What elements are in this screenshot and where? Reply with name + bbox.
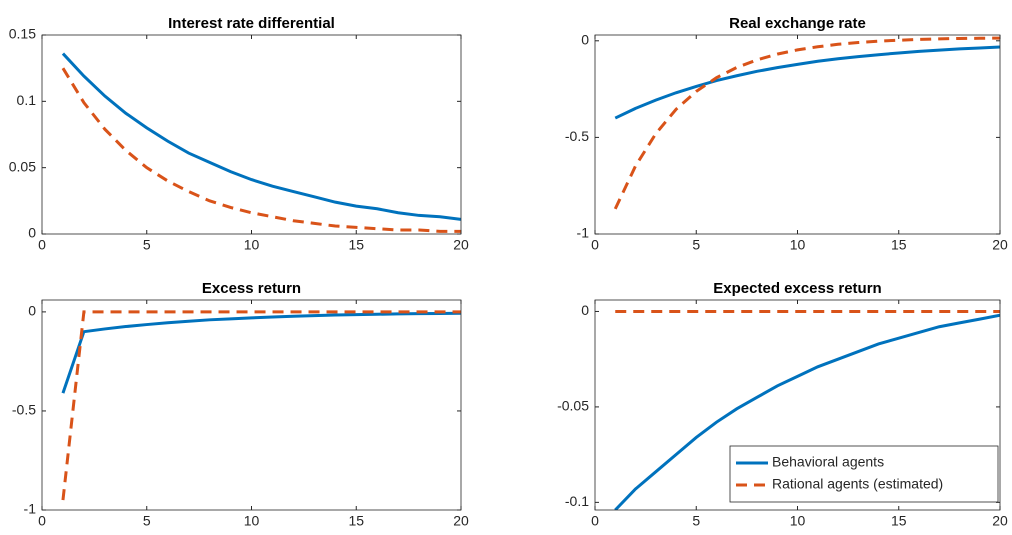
y-tick-label: 0 [581, 302, 589, 318]
y-tick-label: 0.15 [9, 26, 36, 42]
x-tick-label: 15 [891, 237, 907, 253]
series-line [614, 45, 1000, 120]
x-tick-label: 20 [453, 237, 469, 253]
axes-box [41, 34, 462, 235]
x-tick-label: 20 [453, 513, 469, 529]
x-tick-label: 0 [38, 513, 46, 529]
y-tick-label: 0.05 [9, 158, 36, 174]
chart-title: Real exchange rate [729, 15, 866, 32]
x-tick-label: 5 [692, 513, 700, 529]
x-tick-label: 5 [143, 513, 151, 529]
x-tick-label: 5 [143, 237, 151, 253]
x-tick-label: 5 [692, 237, 700, 253]
series-line [61, 52, 461, 221]
x-tick-label: 20 [992, 513, 1008, 529]
axes-box [41, 299, 462, 511]
x-tick-label: 15 [891, 513, 907, 529]
series-line [61, 67, 461, 233]
x-tick-label: 10 [790, 237, 806, 253]
chart-title: Interest rate differential [168, 15, 335, 32]
y-tick-label: 0.1 [17, 92, 37, 108]
plot-area [595, 35, 1000, 234]
x-tick-label: 15 [348, 237, 364, 253]
y-tick-label: 0 [28, 303, 36, 319]
x-tick-label: 0 [591, 237, 599, 253]
legend-label: Rational agents (estimated) [772, 476, 943, 492]
plot-area [42, 300, 461, 510]
x-tick-label: 15 [348, 513, 364, 529]
x-tick-label: 20 [992, 237, 1008, 253]
series-line [61, 311, 461, 394]
chart-title: Expected excess return [713, 280, 881, 297]
x-tick-label: 10 [790, 513, 806, 529]
plot-area [42, 35, 461, 234]
y-tick-label: -0.5 [565, 128, 589, 144]
series-line [61, 310, 461, 501]
legend-box [729, 445, 999, 503]
y-tick-label: -1 [24, 501, 37, 517]
y-tick-label: -0.5 [12, 402, 36, 418]
y-tick-label: -0.05 [557, 398, 589, 414]
x-tick-label: 10 [244, 513, 260, 529]
x-tick-label: 0 [38, 237, 46, 253]
x-tick-label: 10 [244, 237, 260, 253]
y-tick-label: 0 [28, 225, 36, 241]
axes-box [594, 34, 1001, 235]
series-line [614, 313, 1000, 510]
y-tick-label: 0 [581, 31, 589, 47]
legend-label: Behavioral agents [772, 454, 884, 470]
x-tick-label: 0 [591, 513, 599, 529]
chart-title: Excess return [202, 280, 301, 297]
axes-box [594, 299, 1001, 511]
y-tick-label: -0.1 [565, 493, 589, 509]
y-tick-label: -1 [577, 225, 590, 241]
